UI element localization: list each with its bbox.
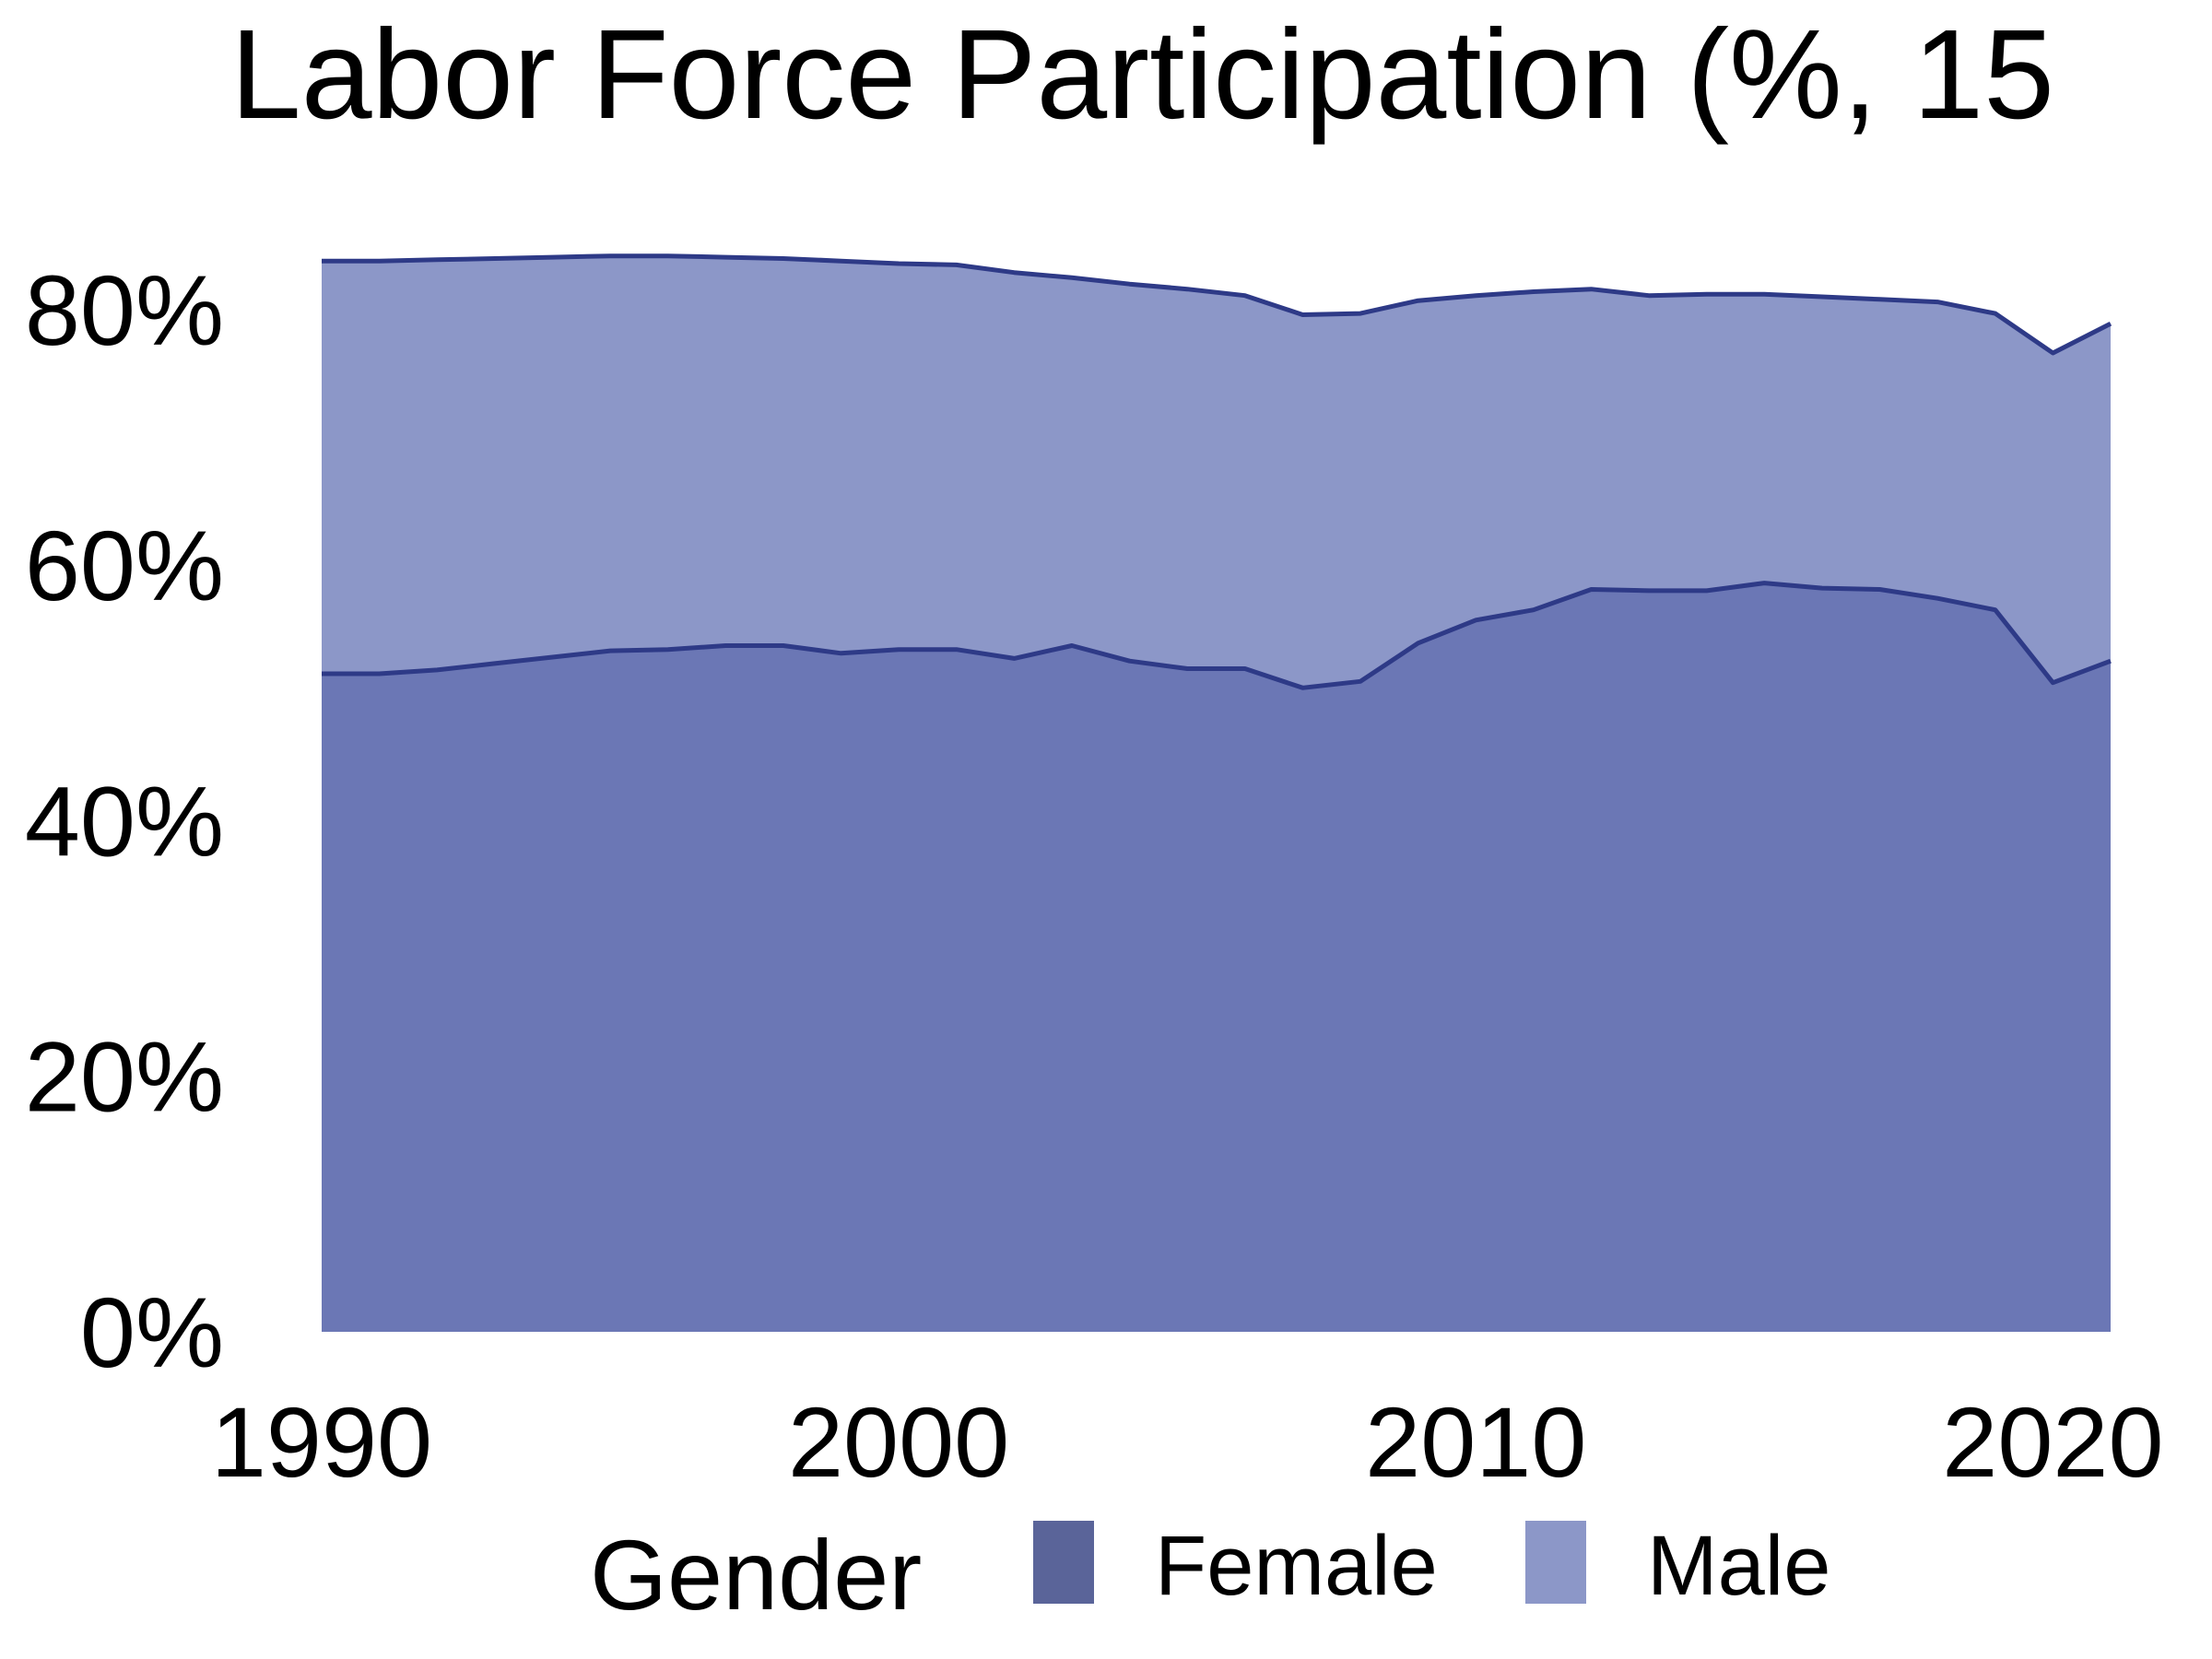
x-tick-label-2010: 2010: [1365, 1386, 1586, 1498]
x-tick-label-2000: 2000: [788, 1386, 1009, 1498]
y-tick-label-80: 80%: [25, 254, 224, 366]
y-tick-label-20: 20%: [25, 1021, 224, 1133]
plot-area: [322, 253, 2112, 1332]
series-area-female: [322, 582, 2111, 1332]
legend: Gender Female Male: [590, 1519, 1830, 1630]
legend-swatch-male: [1525, 1521, 1586, 1604]
legend-label-male: Male: [1647, 1519, 1830, 1613]
series-line-female: [322, 581, 2112, 690]
y-tick-label-40: 40%: [25, 766, 224, 877]
y-axis: 0% 20% 40% 60% 80%: [25, 254, 224, 1388]
y-tick-label-0: 0%: [80, 1277, 224, 1388]
x-tick-label-1990: 1990: [211, 1386, 432, 1498]
legend-swatch-female: [1033, 1521, 1094, 1604]
legend-title: Gender: [590, 1519, 922, 1630]
x-axis: 1990 2000 2010 2020: [211, 1386, 2164, 1498]
series-line-male: [322, 253, 2112, 356]
legend-label-female: Female: [1155, 1519, 1438, 1613]
chart-title: Labor Force Participation (%, 15: [230, 4, 2054, 146]
x-tick-label-2020: 2020: [1942, 1386, 2163, 1498]
y-tick-label-60: 60%: [25, 510, 224, 621]
series-area-male: [322, 255, 2111, 688]
